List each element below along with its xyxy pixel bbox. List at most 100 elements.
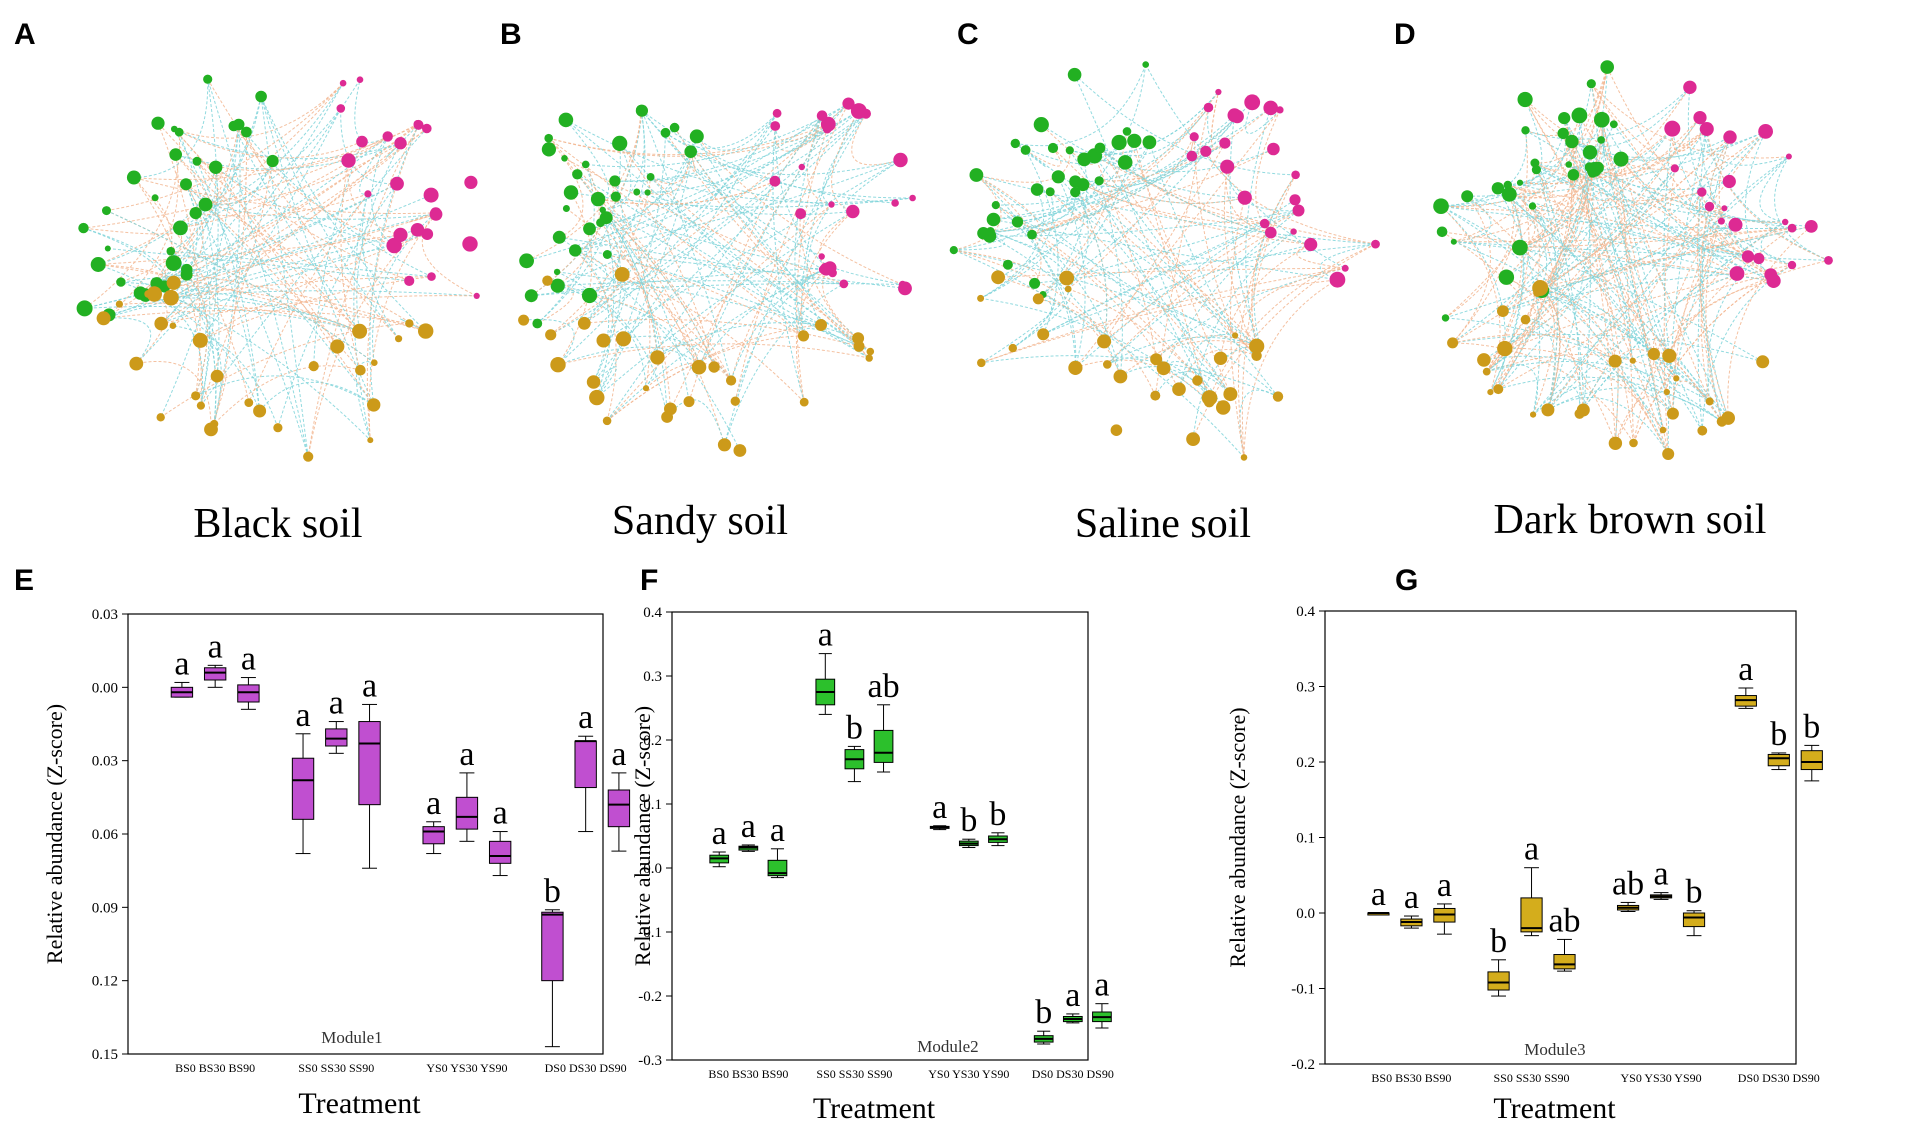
network-edge xyxy=(557,164,600,287)
network-edge xyxy=(822,113,867,205)
network-edge xyxy=(1706,128,1790,166)
network-node-green xyxy=(561,155,568,162)
network-node-gold xyxy=(1663,388,1670,396)
network-node-gold xyxy=(1629,438,1638,448)
network-edge xyxy=(133,177,250,403)
network-edge xyxy=(213,131,248,425)
network-panel-a: A Black soil xyxy=(14,18,480,547)
network-node-pink xyxy=(1787,260,1797,270)
network-node-green xyxy=(203,74,213,84)
network-node-gold xyxy=(865,354,873,362)
box-DS90: b xyxy=(1800,708,1823,782)
network-node-gold xyxy=(156,413,165,422)
network-edge xyxy=(666,123,829,418)
network-edge xyxy=(1107,356,1210,399)
network-edge xyxy=(976,174,1231,395)
network-node-gold xyxy=(1008,343,1017,353)
network-edge xyxy=(1497,128,1708,390)
network-edge xyxy=(408,212,437,223)
network-node-green xyxy=(266,154,279,168)
network-node-green xyxy=(569,244,582,257)
network-node-gold xyxy=(717,438,732,452)
network-node-green xyxy=(133,286,148,300)
network-edge xyxy=(1037,159,1088,300)
panel-letter-d: D xyxy=(1394,18,1416,51)
network-edge xyxy=(1440,205,1793,229)
network-edge xyxy=(526,110,643,262)
box-iqr xyxy=(1767,753,1790,767)
network-node-green xyxy=(102,206,111,216)
network-edge xyxy=(1547,273,1738,411)
network-edge xyxy=(605,217,690,402)
network-edge xyxy=(1031,234,1180,390)
network-edge xyxy=(666,399,725,445)
significance-letter: a xyxy=(493,795,508,832)
box-iqr xyxy=(1682,912,1706,928)
network-edge xyxy=(1663,128,1673,356)
network-node-green xyxy=(1069,175,1082,188)
box-SS30: a xyxy=(1520,831,1543,937)
y-tick-label: 0.4 xyxy=(1296,604,1315,620)
network-edge xyxy=(606,324,822,422)
network-edge xyxy=(1210,91,1226,150)
network-edge xyxy=(596,136,698,398)
network-edge xyxy=(1178,334,1236,390)
network-edges xyxy=(1440,66,1829,455)
y-tick-label: -0.3 xyxy=(638,1053,662,1069)
network-edge xyxy=(1539,287,1561,411)
network-node-pink xyxy=(1764,268,1778,282)
network-edge xyxy=(1193,136,1236,336)
network-node-green xyxy=(255,90,267,103)
network-edge xyxy=(213,365,361,425)
network-edge xyxy=(1074,191,1108,342)
network-edge xyxy=(1229,115,1261,346)
network-node-green xyxy=(1077,152,1092,167)
network-edge xyxy=(1483,264,1793,361)
network-node-green xyxy=(1609,120,1618,129)
network-node-pink xyxy=(1699,122,1714,136)
network-node-gold xyxy=(163,289,179,306)
network-node-green xyxy=(1521,126,1530,135)
network-edge xyxy=(557,285,700,366)
network-edge xyxy=(1192,243,1376,440)
network-edge xyxy=(313,141,363,367)
network-node-pink xyxy=(364,190,372,198)
box-BS0: a xyxy=(170,645,194,698)
network-edge xyxy=(953,249,1039,284)
box-DS0: a xyxy=(1734,651,1757,709)
network-node-green xyxy=(1094,142,1106,154)
network-edge xyxy=(145,160,274,296)
network-node-pink xyxy=(1263,100,1278,116)
network-edge xyxy=(575,249,906,289)
box-SS30: b xyxy=(844,709,865,783)
network-edge xyxy=(106,82,344,212)
network-edge xyxy=(997,142,1150,278)
network-node-pink xyxy=(1329,271,1346,288)
network-node-green xyxy=(544,133,553,143)
network-node-green xyxy=(1461,190,1474,203)
x-tick-label: DS0 DS30 DS90 xyxy=(545,1061,627,1075)
network-node-gold xyxy=(1251,350,1262,361)
network-node-pink xyxy=(394,137,407,150)
network-edge xyxy=(385,124,419,158)
network-edge xyxy=(606,204,832,422)
network-edge xyxy=(1498,274,1771,390)
network-node-green xyxy=(1565,161,1573,168)
network-edge xyxy=(1098,180,1245,204)
network-node-pink xyxy=(410,223,425,237)
network-edge xyxy=(1074,74,1296,176)
network-node-gold xyxy=(1113,369,1128,384)
network-edge xyxy=(1698,128,1723,422)
network-edge xyxy=(1031,107,1209,236)
network-node-gold xyxy=(1447,337,1459,349)
network-node-green xyxy=(532,318,543,329)
box-iqr xyxy=(1487,971,1510,991)
network-node-gold xyxy=(977,294,985,302)
significance-letter: a xyxy=(611,736,626,773)
network-node-gold xyxy=(726,375,737,386)
network-edge xyxy=(696,112,778,151)
significance-letter: b xyxy=(1686,874,1703,911)
network-edge xyxy=(200,79,219,406)
network-node-pink xyxy=(1704,201,1715,212)
network-node-gold xyxy=(418,323,434,339)
